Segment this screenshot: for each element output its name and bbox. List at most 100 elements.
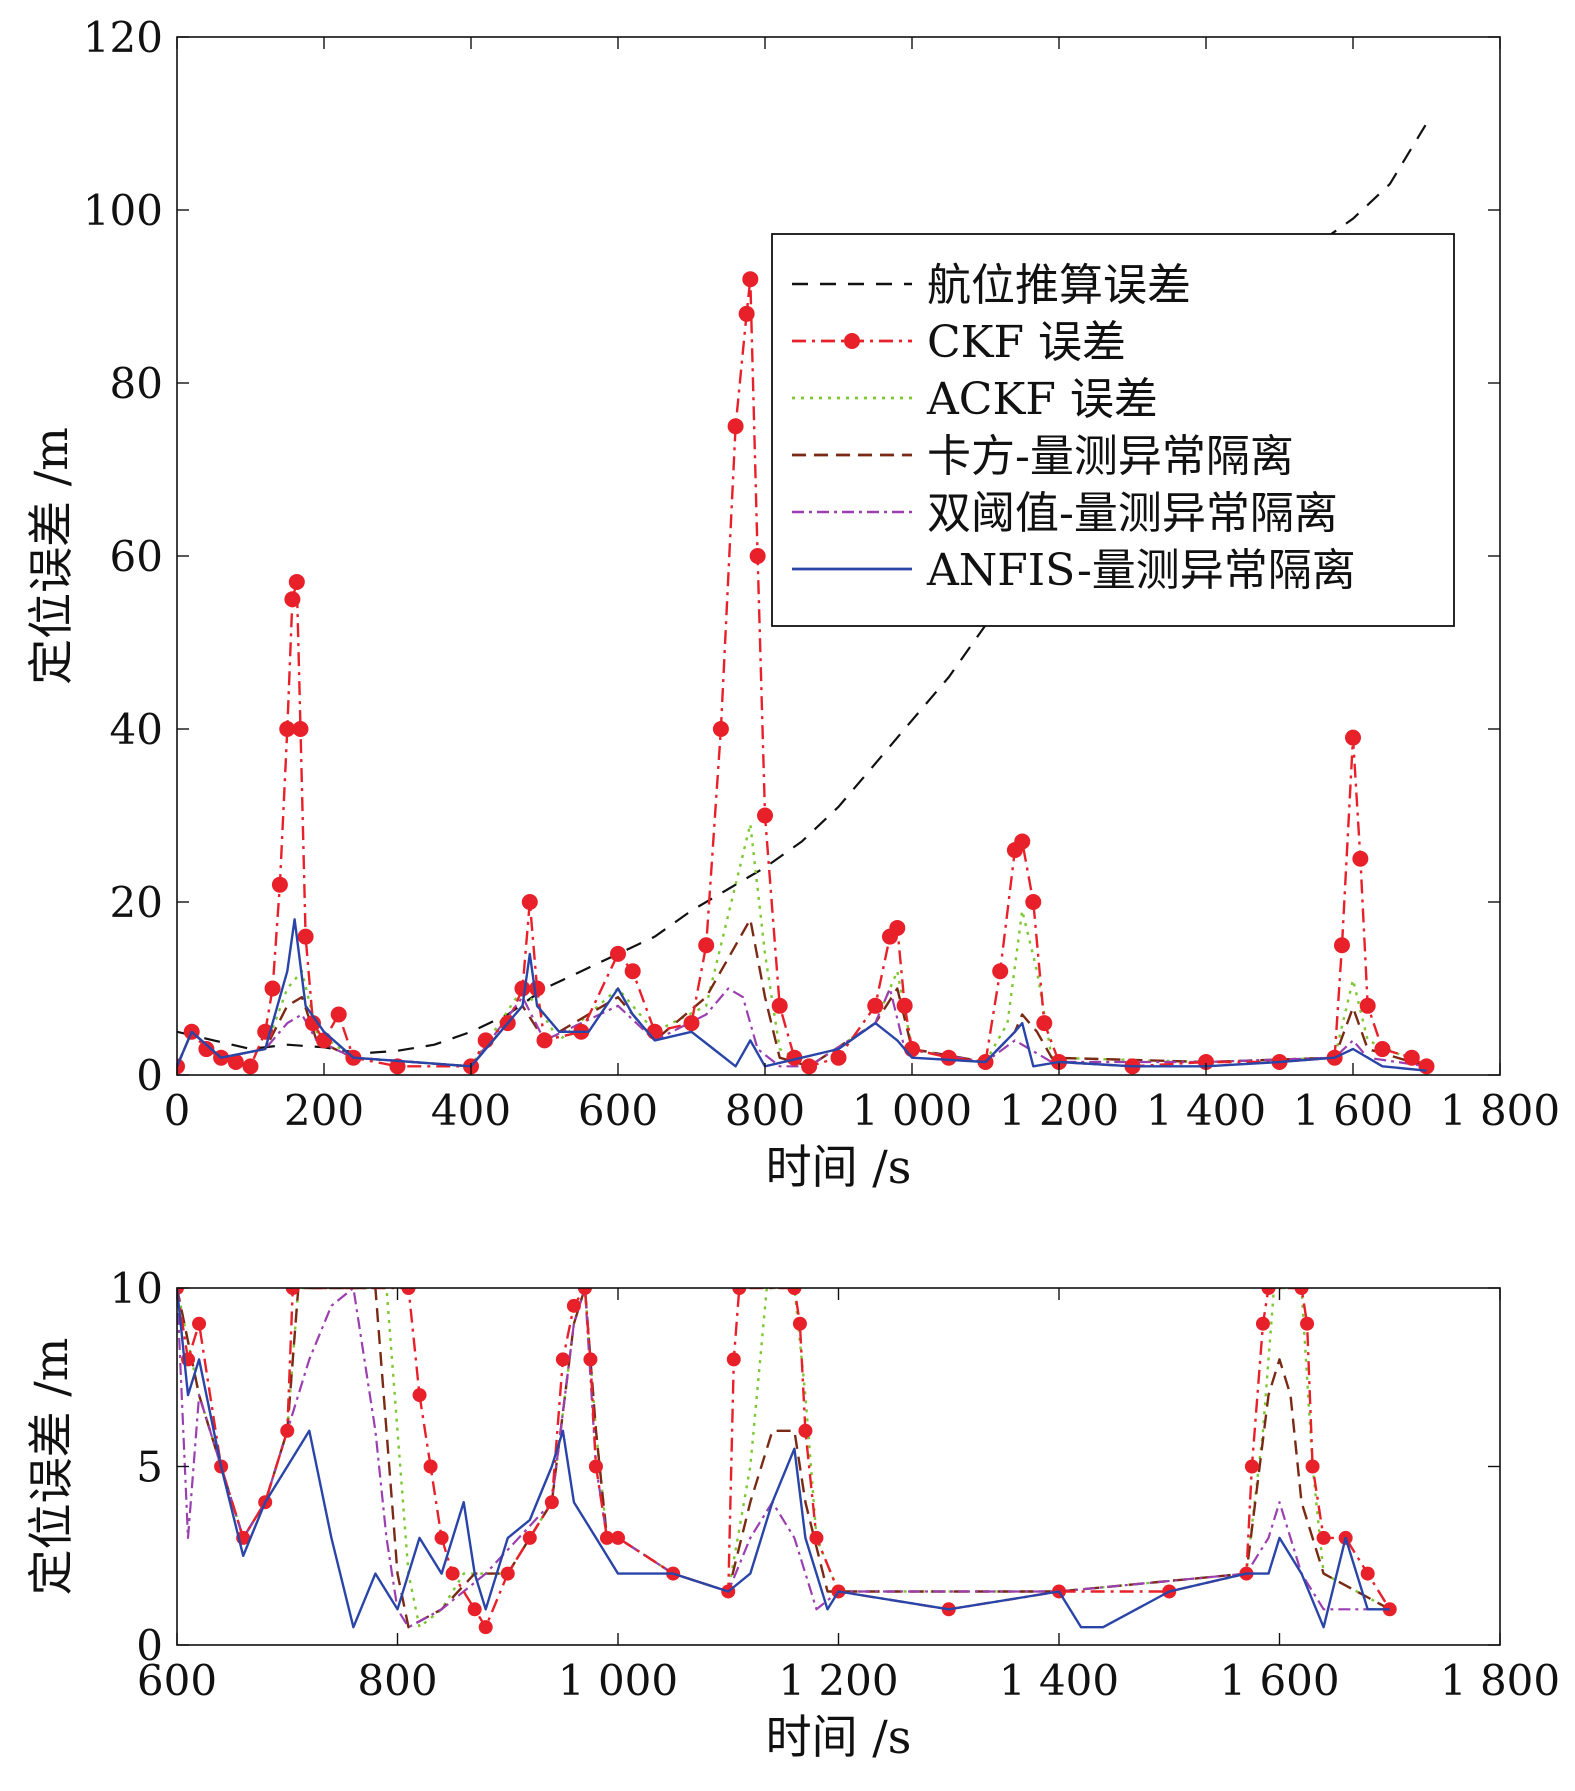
y-tick-label: 100 bbox=[83, 186, 163, 235]
ckf-marker bbox=[786, 1049, 803, 1066]
legend-label-anfis: ANFIS-量测异常隔离 bbox=[926, 545, 1356, 596]
ckf-marker bbox=[1300, 1316, 1315, 1331]
y-tick-label: 60 bbox=[110, 532, 163, 581]
ckf-marker bbox=[904, 1041, 920, 1058]
ckf-marker bbox=[521, 894, 538, 910]
ckf-marker bbox=[514, 980, 531, 997]
ckf-marker bbox=[1403, 1049, 1420, 1066]
ckf-marker bbox=[698, 937, 715, 954]
ckf-marker bbox=[771, 997, 788, 1014]
ckf-marker bbox=[264, 980, 281, 997]
ckf-marker bbox=[423, 1459, 438, 1474]
ckf-marker bbox=[304, 1015, 321, 1032]
ckf-marker bbox=[500, 1566, 515, 1581]
x-tick-label: 1 600 bbox=[1219, 1656, 1339, 1705]
y-tick-label: 10 bbox=[110, 1264, 163, 1313]
series-dual bbox=[177, 987, 1427, 1068]
ckf-marker bbox=[1261, 1288, 1276, 1295]
ckf-marker bbox=[529, 980, 546, 997]
series-dual bbox=[177, 1288, 1390, 1629]
y-axis-label: 定位误差 /m bbox=[24, 427, 78, 685]
ckf-marker bbox=[280, 1423, 295, 1438]
legend-item-kafang: 卡方-量测异常隔离 bbox=[792, 431, 1294, 482]
y-tick-label: 40 bbox=[110, 705, 163, 754]
x-tick-label: 1 000 bbox=[558, 1656, 678, 1705]
ckf-marker bbox=[566, 1298, 581, 1313]
ckf-marker bbox=[1359, 997, 1376, 1014]
legend-label-kafang: 卡方-量测异常隔离 bbox=[927, 431, 1294, 482]
ckf-marker bbox=[830, 1049, 847, 1066]
ckf-marker bbox=[536, 1032, 553, 1049]
x-tick-label: 200 bbox=[284, 1086, 364, 1135]
ckf-marker bbox=[757, 807, 773, 824]
ckf-marker bbox=[522, 1530, 537, 1545]
ckf-marker bbox=[1360, 1566, 1375, 1581]
ckf-marker bbox=[738, 305, 755, 322]
legend-label-dr: 航位推算误差 bbox=[927, 260, 1191, 311]
legend-label-dual: 双阈值-量测异常隔离 bbox=[927, 488, 1338, 539]
ckf-marker bbox=[288, 573, 305, 590]
series-line-ackf bbox=[177, 822, 1427, 1068]
series-line-kafang bbox=[177, 1288, 1391, 1629]
x-tick-label: 1 400 bbox=[1146, 1086, 1266, 1135]
x-axis-label: 时间 /s bbox=[766, 1710, 912, 1764]
y-axis-label: 定位误差 /m bbox=[24, 1338, 78, 1596]
x-tick-label: 600 bbox=[578, 1086, 658, 1135]
ckf-marker bbox=[683, 1015, 700, 1032]
ckf-marker bbox=[1418, 1058, 1435, 1075]
ckf-marker bbox=[477, 1032, 494, 1049]
x-tick-label: 1 200 bbox=[999, 1086, 1119, 1135]
x-tick-label: 600 bbox=[137, 1656, 217, 1705]
ckf-marker bbox=[611, 1530, 625, 1545]
ckf-marker bbox=[285, 1288, 300, 1295]
ckf-marker bbox=[401, 1288, 416, 1295]
series-line-dual bbox=[177, 987, 1427, 1068]
ckf-marker bbox=[792, 1316, 807, 1331]
ckf-marker bbox=[478, 1620, 493, 1635]
legend-label-ackf: ACKF 误差 bbox=[926, 374, 1158, 425]
legend-item-ackf: ACKF 误差 bbox=[792, 374, 1158, 425]
y-tick-label: 0 bbox=[136, 1621, 163, 1670]
series-kafang bbox=[177, 1288, 1391, 1629]
ckf-marker bbox=[588, 1459, 603, 1474]
ckf-marker bbox=[732, 1288, 747, 1295]
ckf-marker bbox=[279, 721, 296, 737]
ckf-marker bbox=[198, 1041, 215, 1058]
ckf-marker bbox=[1345, 729, 1361, 746]
x-tick-label: 1 000 bbox=[852, 1086, 972, 1135]
legend-marker-ckf bbox=[844, 333, 860, 349]
ckf-marker bbox=[577, 1288, 592, 1295]
legend-item-anfis: ANFIS-量测异常隔离 bbox=[792, 545, 1356, 596]
ckf-marker bbox=[1316, 1530, 1331, 1545]
x-tick-label: 400 bbox=[431, 1086, 511, 1135]
ckf-marker bbox=[599, 1530, 614, 1545]
series-line-anfis bbox=[177, 918, 1427, 1072]
ckf-marker bbox=[610, 945, 626, 962]
ckf-marker bbox=[809, 1530, 824, 1545]
ckf-marker bbox=[867, 997, 884, 1014]
ckf-marker bbox=[292, 721, 309, 737]
y-tick-label: 5 bbox=[136, 1443, 163, 1492]
x-tick-label: 800 bbox=[357, 1656, 437, 1705]
ckf-marker bbox=[1294, 1288, 1309, 1295]
ckf-marker bbox=[712, 721, 729, 737]
series-kafang bbox=[177, 918, 1427, 1068]
series-line-dual bbox=[177, 1288, 1390, 1629]
ckf-marker bbox=[1333, 937, 1350, 954]
y-tick-label: 0 bbox=[136, 1051, 163, 1100]
ckf-marker bbox=[434, 1530, 449, 1545]
ckf-marker bbox=[583, 1352, 598, 1367]
series-ckf bbox=[177, 1288, 1397, 1635]
ckf-marker bbox=[798, 1423, 813, 1438]
ckf-marker bbox=[177, 1288, 184, 1295]
ckf-marker bbox=[749, 548, 766, 564]
x-axis-label: 时间 /s bbox=[766, 1140, 912, 1194]
legend-item-dr: 航位推算误差 bbox=[792, 260, 1191, 311]
ckf-marker bbox=[227, 1054, 244, 1071]
ckf-marker bbox=[1255, 1316, 1270, 1331]
ckf-marker bbox=[467, 1602, 482, 1617]
x-tick-label: 0 bbox=[164, 1086, 191, 1135]
ckf-marker bbox=[242, 1058, 259, 1075]
top-chart: 0 200 400 600 800 1 000 1 200 1 400 1 600 1 800 0 2… bbox=[24, 13, 1560, 1194]
